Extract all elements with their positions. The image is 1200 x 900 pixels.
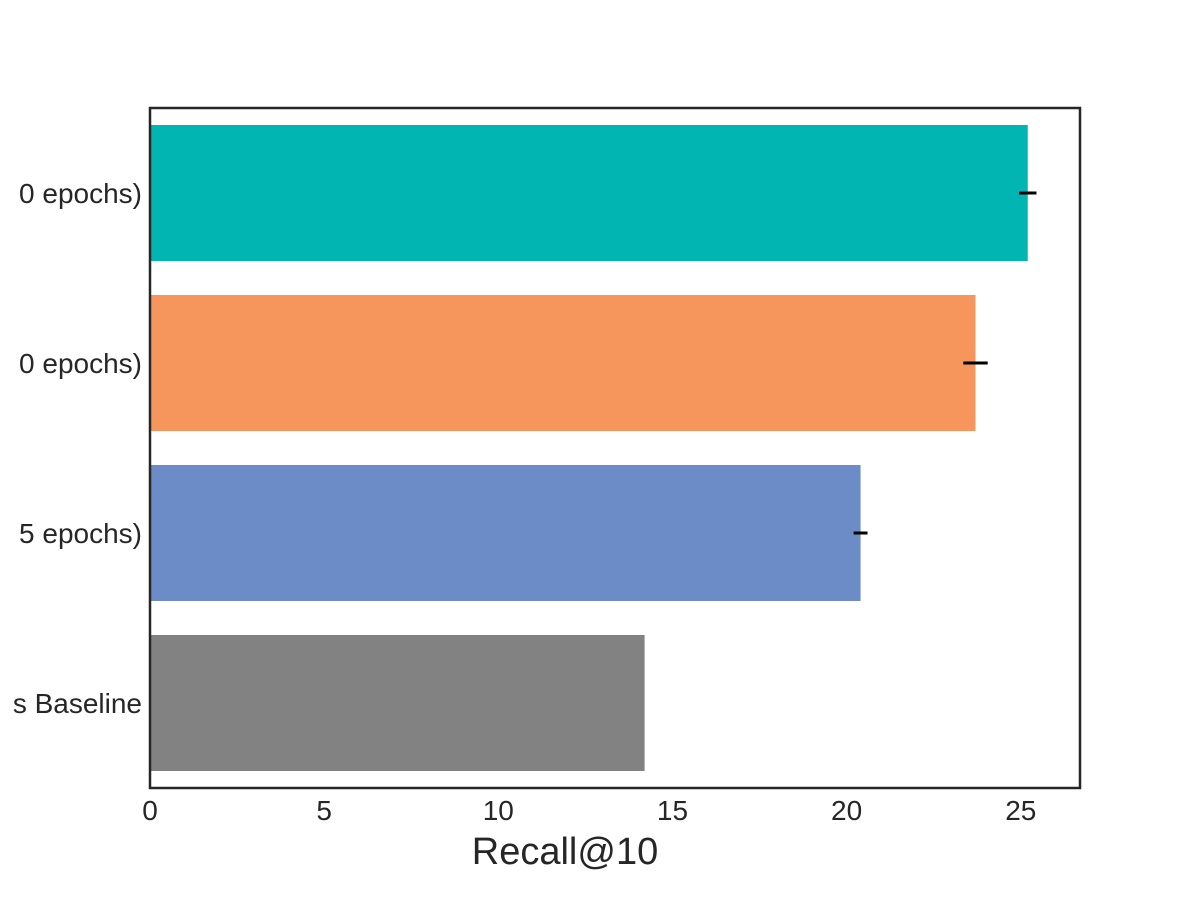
y-tick-label-0: 0 epochs) — [19, 178, 142, 209]
plot-frame — [148, 106, 1082, 790]
bar-3 — [150, 635, 645, 771]
x-axis-title: Recall@10 — [472, 831, 658, 873]
x-tick-label-3: 15 — [657, 795, 688, 826]
y-tick-label-1: 0 epochs) — [19, 348, 142, 379]
error-bars-group — [853, 191, 1037, 535]
x-tick-label-2: 10 — [483, 795, 514, 826]
x-tick-label-1: 5 — [316, 795, 332, 826]
bar-0 — [150, 125, 1028, 261]
bar-2 — [150, 465, 861, 601]
y-tick-label-3: s Baseline — [13, 688, 142, 719]
bar-1 — [150, 295, 976, 431]
x-tick-label-5: 25 — [1005, 795, 1036, 826]
x-tick-label-0: 0 — [142, 795, 158, 826]
bars-group — [150, 125, 1028, 771]
y-axis-labels: 0 epochs) 0 epochs) 5 epochs) s Baseline — [13, 178, 142, 719]
y-tick-label-2: 5 epochs) — [19, 518, 142, 549]
x-tick-label-4: 20 — [831, 795, 862, 826]
x-axis-ticks: 0 5 10 15 20 25 — [142, 795, 1036, 826]
